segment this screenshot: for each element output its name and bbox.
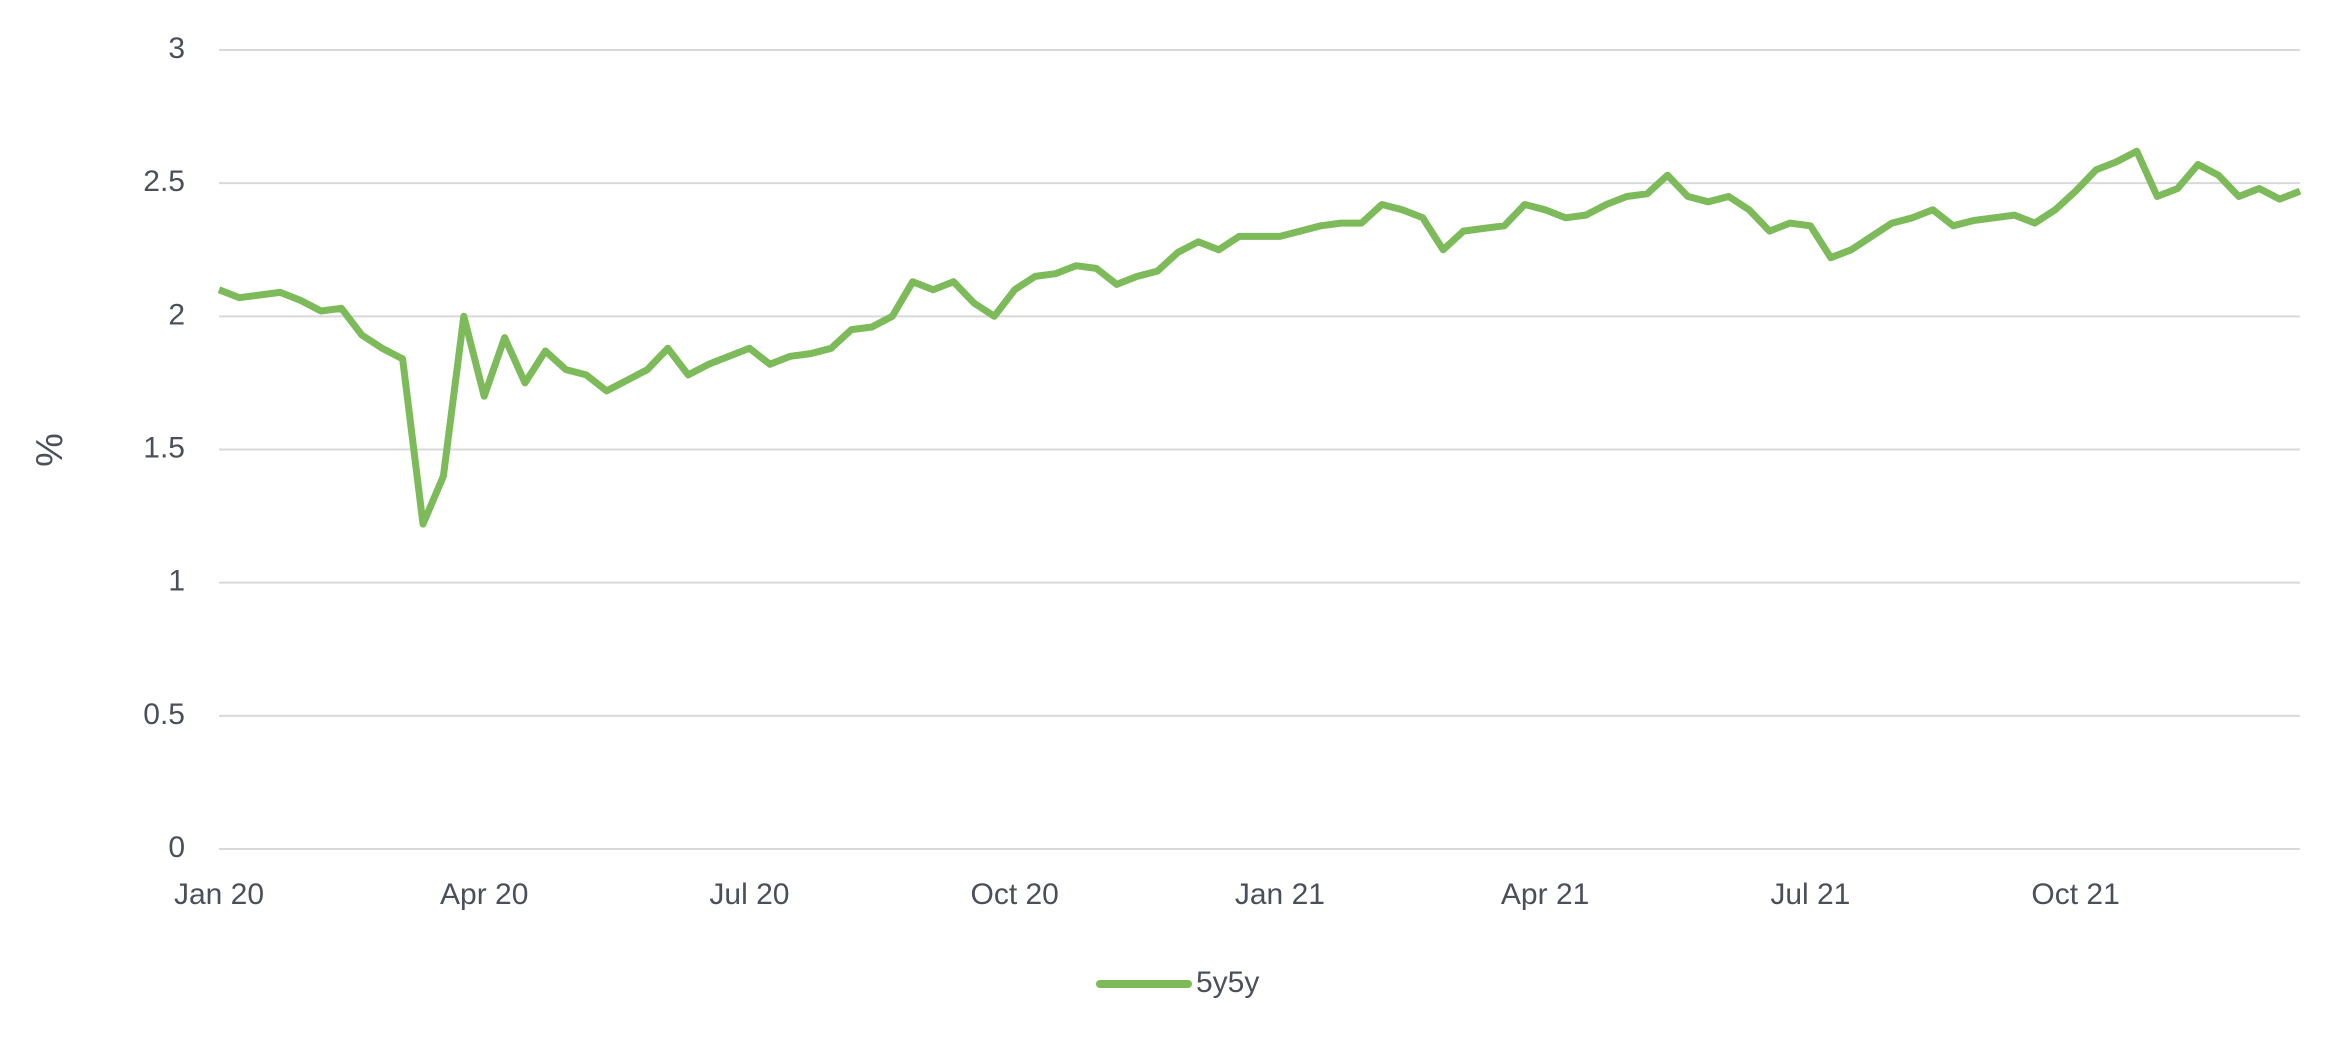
data-line <box>217 147 2302 528</box>
x-tick-label: Oct 21 <box>2031 878 2119 911</box>
y-tick-label: 2 <box>168 298 185 331</box>
y-tick-label: 0.5 <box>143 698 185 731</box>
x-tick-label: Apr 20 <box>440 878 528 911</box>
y-tick-label: 2.5 <box>143 165 185 198</box>
x-tick-label: Jan 20 <box>174 878 264 911</box>
x-tick-label: Jul 21 <box>1770 878 1850 911</box>
x-tick-label: Jul 20 <box>709 878 789 911</box>
x-tick-label: Apr 21 <box>1501 878 1589 911</box>
y-axis-label: % <box>29 433 71 467</box>
legend-label: 5y5y <box>1196 966 1259 999</box>
y-tick-label: 3 <box>168 32 185 65</box>
y-tick-label: 1 <box>168 565 185 598</box>
x-tick-label: Jan 21 <box>1235 878 1325 911</box>
y-tick-label: 1.5 <box>143 431 185 464</box>
y-tick-label: 0 <box>168 831 185 864</box>
x-tick-label: Oct 20 <box>970 878 1058 911</box>
